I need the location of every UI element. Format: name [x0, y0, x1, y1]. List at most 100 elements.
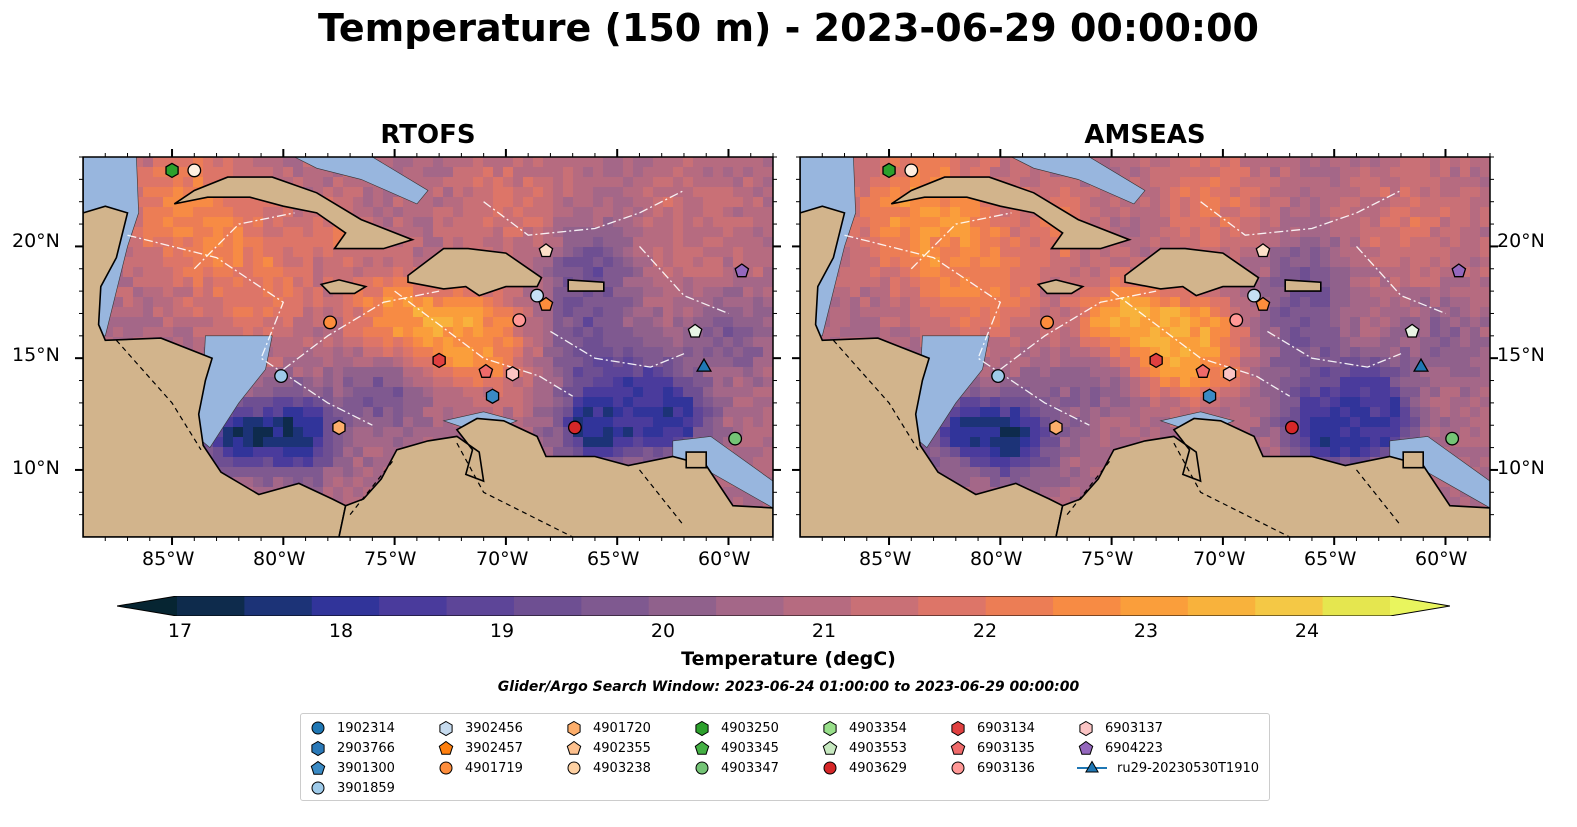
x-tick-label: 70°W	[1193, 548, 1246, 570]
circle-marker-icon	[567, 761, 581, 775]
hexagon-marker-icon	[439, 720, 453, 737]
cuba-land	[890, 176, 1132, 250]
platform-marker-4901720[interactable]	[1049, 419, 1063, 436]
eez-boundary	[910, 212, 1012, 270]
colorbar-tick-label: 18	[328, 620, 354, 642]
platform-marker-6903136[interactable]	[1229, 313, 1244, 328]
platform-marker-4903629[interactable]	[1284, 420, 1299, 435]
south-america-land	[1055, 417, 1490, 537]
colorbar-tick-label: 20	[650, 620, 676, 642]
platform-marker-6903134[interactable]	[1149, 352, 1163, 369]
platform-marker-2903766[interactable]	[485, 388, 500, 404]
platform-marker-6903135[interactable]	[1195, 363, 1211, 378]
legend-item: 4903345	[693, 738, 779, 758]
platform-marker-4903238[interactable]	[187, 163, 202, 178]
circle-marker-icon	[439, 761, 453, 775]
jamaica-land	[1036, 279, 1085, 295]
legend-label: 4903347	[721, 760, 779, 776]
eez-boundary	[483, 189, 685, 236]
platform-marker-6903137[interactable]	[505, 366, 520, 382]
panel-title-rtofs: RTOFS	[380, 120, 476, 150]
map-frame	[799, 156, 1491, 538]
legend-item: 4901719	[437, 758, 523, 778]
hexagon-marker-icon	[1079, 720, 1093, 737]
colorbar-segment	[850, 596, 919, 616]
platform-marker-4903553[interactable]	[687, 323, 703, 338]
legend-item: 1902314	[309, 718, 395, 738]
colorbar-segment	[1322, 596, 1391, 616]
y-tick-label: 20°N	[12, 230, 60, 252]
platform-marker-4903250[interactable]	[882, 162, 896, 179]
bahamas-shelf	[294, 157, 429, 205]
legend-label: 3902456	[465, 720, 523, 736]
legend-label: 6903135	[977, 740, 1035, 756]
platform-marker-3902457[interactable]	[1255, 296, 1271, 311]
x-tick-label: 65°W	[587, 548, 640, 570]
platform-marker-6903136[interactable]	[512, 313, 527, 328]
platform-marker-3901859[interactable]	[1247, 288, 1262, 303]
legend-item: 6903134	[949, 718, 1035, 738]
central-america-land	[800, 157, 1064, 537]
map-panel-rtofs[interactable]	[75, 149, 781, 545]
map-canvas	[792, 149, 1498, 545]
platform-marker-2903766[interactable]	[1202, 388, 1217, 404]
platform-marker-4903347[interactable]	[1445, 431, 1460, 446]
platform-marker-4903347[interactable]	[728, 431, 743, 446]
colorbar-segment	[716, 596, 784, 616]
platform-marker-4902355[interactable]	[538, 243, 554, 258]
colorbar-segment	[648, 596, 717, 616]
colorbar-extend-low	[117, 596, 177, 616]
platform-marker-4903629[interactable]	[567, 420, 582, 435]
platform-marker-6904223[interactable]	[1451, 263, 1467, 278]
eez-boundary	[1111, 290, 1291, 397]
eez-boundary	[1200, 189, 1402, 236]
legend-item: 4903553	[821, 738, 907, 758]
platform-marker-3901859[interactable]	[274, 369, 289, 384]
colorbar-segment	[581, 596, 650, 616]
platform-marker-6903137[interactable]	[1222, 366, 1237, 382]
platform-marker-3902457[interactable]	[538, 296, 554, 311]
platform-marker-4903250[interactable]	[165, 162, 179, 179]
colorbar-tick-label: 22	[972, 620, 998, 642]
x-tick-label: 80°W	[970, 548, 1023, 570]
legend-item: ru29-20230530T1910	[1077, 758, 1259, 778]
puerto-rico-land	[1284, 279, 1322, 292]
country-border	[115, 339, 202, 451]
legend-item: 6904223	[1077, 738, 1163, 758]
platform-marker-4901719[interactable]	[323, 315, 338, 330]
x-tick-label: 60°W	[698, 548, 751, 570]
eez-boundary	[394, 290, 574, 397]
legend-item: 4903354	[821, 718, 907, 738]
x-tick-label: 75°W	[364, 548, 417, 570]
platform-marker-3901859[interactable]	[530, 288, 545, 303]
legend-item: 4903629	[821, 758, 907, 778]
legend-label: 1902314	[337, 720, 395, 736]
map-canvas	[75, 149, 781, 545]
panel-title-amseas: AMSEAS	[1084, 120, 1206, 150]
platform-marker-4902355[interactable]	[1255, 243, 1271, 258]
country-border	[1173, 442, 1290, 537]
platform-marker-4901719[interactable]	[1040, 315, 1055, 330]
platform-marker-ru29-20230530T1910[interactable]	[695, 357, 713, 372]
platform-marker-4901720[interactable]	[332, 419, 346, 436]
legend-label: 3901859	[337, 780, 395, 796]
colorbar-extend-high	[1390, 596, 1450, 616]
platform-marker-3901859[interactable]	[991, 369, 1006, 384]
platform-marker-ru29-20230530T1910[interactable]	[1412, 357, 1430, 372]
platform-marker-6904223[interactable]	[734, 263, 750, 278]
legend-label: 3902457	[465, 740, 523, 756]
platform-marker-6903134[interactable]	[432, 352, 446, 369]
y-tick-label: 15°N	[12, 344, 60, 366]
platform-marker-6903135[interactable]	[478, 363, 494, 378]
platform-marker-4903238[interactable]	[904, 163, 919, 178]
hexagon-marker-icon	[311, 740, 325, 757]
legend-item: 4903250	[693, 718, 779, 738]
map-panel-amseas[interactable]	[792, 149, 1498, 545]
pentagon-marker-icon	[822, 740, 838, 755]
legend-label: 6903134	[977, 720, 1035, 736]
eez-boundary	[999, 290, 1157, 370]
platform-marker-4903553[interactable]	[1404, 323, 1420, 338]
pentagon-marker-icon	[566, 740, 582, 755]
legend-item: 4903347	[693, 758, 779, 778]
colorbar-segment	[1187, 596, 1256, 616]
